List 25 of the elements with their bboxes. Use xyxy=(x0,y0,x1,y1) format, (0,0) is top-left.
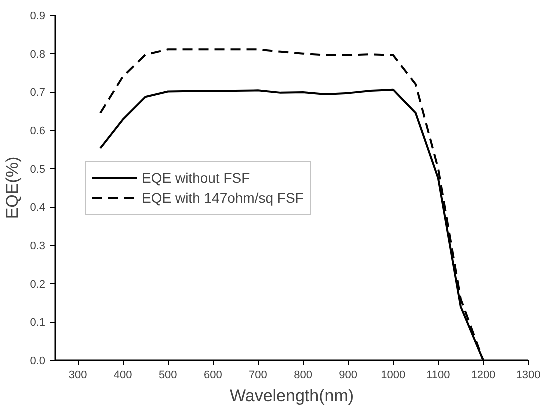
y-tick-label: 0.4 xyxy=(30,202,46,214)
y-tick-label: 0.9 xyxy=(30,10,46,22)
x-tick-label: 600 xyxy=(204,370,222,382)
y-tick-label: 0.5 xyxy=(30,164,46,176)
x-tick-label: 1200 xyxy=(471,370,496,382)
y-tick-label: 0.3 xyxy=(30,240,46,252)
x-tick-label: 1100 xyxy=(426,370,450,382)
y-axis-title: EQE(%) xyxy=(3,156,22,220)
y-tick-label: 0.8 xyxy=(30,48,46,61)
x-tick-label: 1000 xyxy=(381,370,406,382)
x-tick-label: 1300 xyxy=(516,370,541,382)
x-tick-label: 300 xyxy=(68,370,88,382)
x-tick-label: 500 xyxy=(158,370,178,382)
x-tick-label: 900 xyxy=(339,370,358,382)
x-tick-label: 800 xyxy=(294,370,312,382)
y-tick-label: 0.6 xyxy=(30,126,46,138)
y-tick-label: 0.2 xyxy=(30,278,46,291)
y-tick-label: 0.1 xyxy=(30,317,46,330)
x-tick-label: 400 xyxy=(114,370,132,382)
x-axis-title: Wavelength(nm) xyxy=(230,386,354,406)
legend-label: EQE with 147ohm/sq FSF xyxy=(142,190,304,206)
y-tick-label: 0.0 xyxy=(30,356,46,368)
x-tick-label: 700 xyxy=(249,370,268,382)
legend-label: EQE without FSF xyxy=(142,170,250,186)
y-tick-label: 0.7 xyxy=(30,87,46,100)
